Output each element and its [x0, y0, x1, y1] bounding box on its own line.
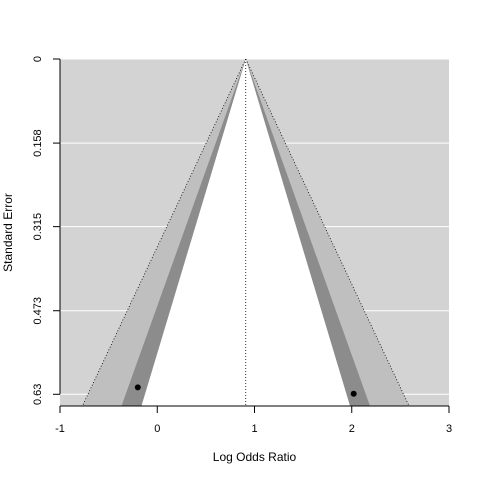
- y-tick-label: 0: [32, 56, 44, 62]
- x-tick-label: 3: [446, 423, 452, 435]
- x-tick-label: 0: [154, 423, 160, 435]
- data-point: [134, 384, 141, 391]
- data-point: [350, 390, 357, 397]
- y-tick-label: 0.473: [32, 297, 44, 325]
- y-tick-label: 0.158: [32, 129, 44, 157]
- y-axis-title: Standard Error: [1, 193, 15, 272]
- contour-layer: [82, 58, 410, 407]
- contour-edge-right: [245, 58, 410, 407]
- x-tick-label: 1: [251, 423, 257, 435]
- y-tick-label: 0.63: [32, 384, 44, 405]
- y-tick-label: 0.315: [32, 213, 44, 241]
- axes-layer: -1 0 1 2 3 0 0.158 0.315 0.473 0.63: [32, 56, 452, 435]
- x-tick-label: -1: [55, 423, 65, 435]
- x-tick-label: 2: [349, 423, 355, 435]
- x-axis-title: Log Odds Ratio: [213, 450, 297, 464]
- contour-region: [141, 59, 351, 406]
- data-points-layer: [134, 384, 357, 397]
- contour-edge-left: [82, 58, 247, 407]
